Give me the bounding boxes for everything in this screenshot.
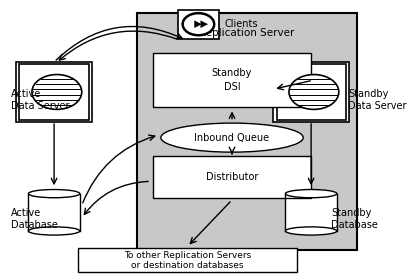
Bar [153, 53, 311, 107]
Text: or destination databases: or destination databases [131, 261, 244, 270]
Bar [273, 62, 349, 122]
Bar [78, 248, 297, 272]
Ellipse shape [161, 123, 303, 152]
Bar [20, 64, 89, 120]
Text: Standby: Standby [212, 68, 252, 78]
Text: Active
Database: Active Database [10, 208, 57, 230]
Bar [16, 62, 92, 122]
Text: Active
Data Server: Active Data Server [10, 89, 69, 111]
Ellipse shape [28, 227, 80, 235]
Text: Inbound Queue: Inbound Queue [194, 133, 270, 143]
Bar [285, 194, 337, 231]
Text: To other Replication Servers: To other Replication Servers [124, 251, 251, 260]
Text: Standby
Database: Standby Database [331, 208, 378, 230]
Text: Replication Server: Replication Server [199, 28, 295, 38]
Circle shape [32, 75, 82, 110]
Bar [28, 194, 80, 231]
Ellipse shape [285, 190, 337, 198]
Bar [137, 13, 357, 250]
Bar [153, 156, 311, 198]
Bar [178, 10, 219, 39]
Polygon shape [194, 20, 202, 28]
Ellipse shape [285, 227, 337, 235]
Text: Distributor: Distributor [206, 172, 258, 182]
Circle shape [289, 75, 339, 110]
Ellipse shape [28, 190, 80, 198]
Text: Standby
Data Server: Standby Data Server [348, 89, 406, 111]
Text: DSI: DSI [224, 82, 240, 92]
Polygon shape [201, 20, 208, 28]
Bar [277, 64, 346, 120]
Circle shape [183, 13, 214, 35]
Text: Clients: Clients [224, 19, 258, 29]
